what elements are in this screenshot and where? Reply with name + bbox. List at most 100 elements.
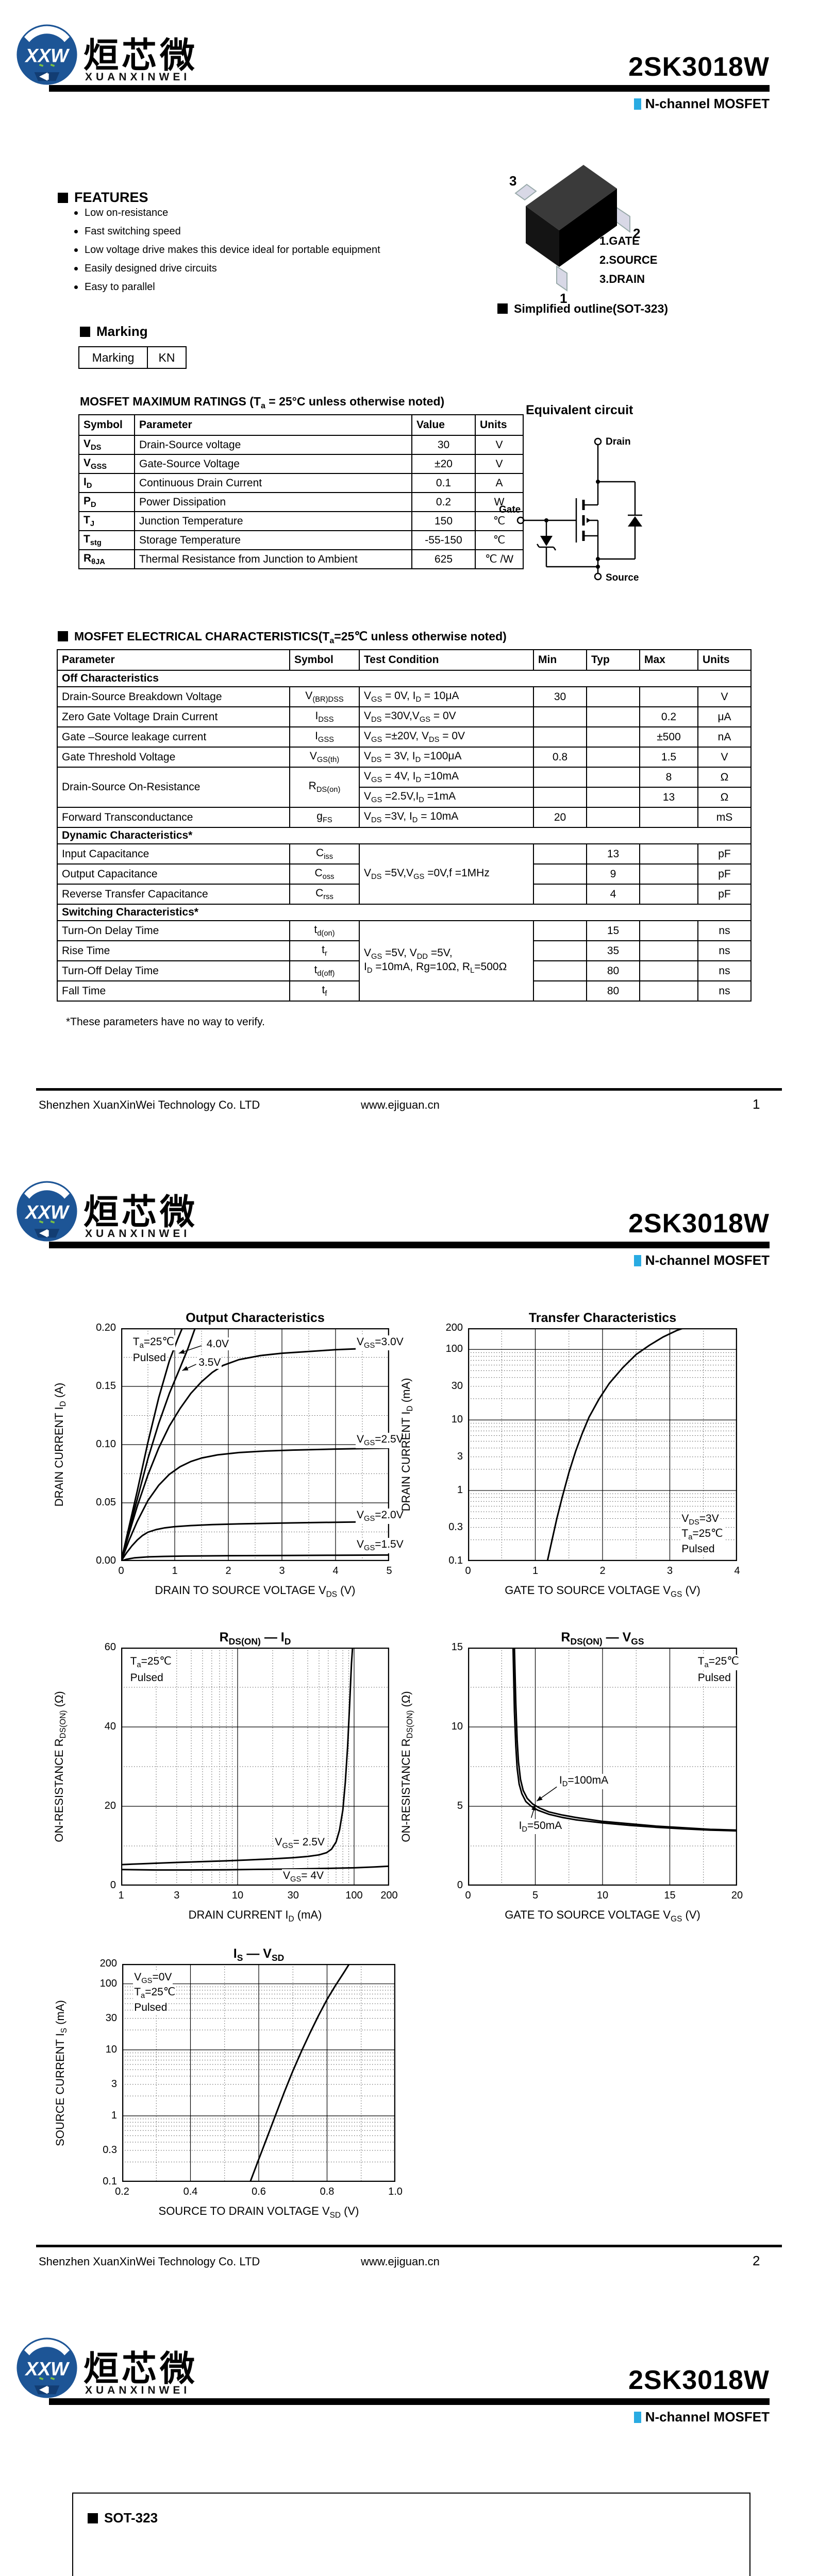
table-cell: td(off) <box>289 960 360 981</box>
table-cell: VDS =5V,VGS =0V,f =1MHz <box>359 843 534 905</box>
chart-title: Transfer Characteristics <box>528 1311 677 1325</box>
table-cell: Thermal Resistance from Junction to Ambi… <box>134 549 412 569</box>
x-axis-label: SOURCE TO DRAIN VOLTAGE VSD (V) <box>158 2205 359 2220</box>
x-tick-label: 1 <box>172 1565 178 1577</box>
x-tick-label: 100 <box>345 1890 363 1901</box>
y-tick-label: 10 <box>451 1414 463 1426</box>
y-axis-label: SOURCE CURRENT IS (mA) <box>53 1999 69 2146</box>
table-row: TJ Junction Temperature 150 ℃ <box>78 511 524 531</box>
brand-logo: XXW <box>16 24 77 85</box>
table-cell: A <box>475 473 524 493</box>
x-tick-label: 4 <box>734 1565 740 1577</box>
table-row: Drain-Source Breakdown Voltage V(BR)DSS VG… <box>57 686 752 707</box>
y-tick-label: 10 <box>105 2043 117 2055</box>
logo-diode-icon <box>39 72 49 81</box>
y-tick-label: 100 <box>99 1977 117 1989</box>
table-cell <box>586 807 640 828</box>
table-cell <box>533 884 587 905</box>
table-row: Zero Gate Voltage Drain Current IDSS VDS =… <box>57 706 752 727</box>
pin-legend-item: 1.GATE <box>599 234 640 247</box>
x-tick-label: 20 <box>731 1890 743 1901</box>
x-tick-label: 2 <box>599 1565 606 1577</box>
package-left-face <box>526 206 559 267</box>
marking-heading: Marking <box>80 324 148 340</box>
y-tick-label: 0.1 <box>103 2176 117 2187</box>
table-cell <box>586 787 640 808</box>
table-cell: Turn-Off Delay Time <box>57 960 290 981</box>
y-tick-label: 30 <box>451 1380 463 1392</box>
table-header-row: Symbol Parameter Value Units <box>78 414 524 436</box>
black-square-icon <box>88 2513 98 2523</box>
y-tick-label: 40 <box>104 1721 116 1732</box>
table-cell: Rise Time <box>57 940 290 961</box>
part-number: 2SK3018W <box>628 52 770 82</box>
y-tick-label: 3 <box>457 1450 463 1462</box>
chart-annotation: Ta=25℃ <box>696 1654 740 1670</box>
table-cell: td(on) <box>289 920 360 941</box>
x-tick-label: 200 <box>380 1890 398 1901</box>
chart-title: IS — VSD <box>233 1946 285 1963</box>
table-row: Turn-On Delay Time td(on) VGS =5V, VDD =5V… <box>57 920 752 1002</box>
accent-square-icon <box>633 2411 641 2423</box>
table-cell <box>639 960 698 981</box>
x-tick-label: 0 <box>465 1890 471 1901</box>
table-cell: V <box>475 435 524 455</box>
y-tick-label: 30 <box>105 2012 117 2024</box>
package-drawing: DBy312bpe1evⓂA BwⓂBEAHEQAA1cXLpθdetail X… <box>73 2494 747 2576</box>
chart-annotation: VGS=2.0V <box>356 1509 405 1524</box>
table-cell: Turn-On Delay Time <box>57 920 290 941</box>
table-cell <box>533 920 587 941</box>
table-cell: ℃ <box>475 530 524 550</box>
x-axis-label: DRAIN CURRENT ID (mA) <box>188 1908 322 1924</box>
table-cell: 0.1 <box>411 473 476 493</box>
device-type-label: N-channel MOSFET <box>645 1252 770 1268</box>
table-cell: TJ <box>78 511 135 531</box>
table-header-row: Parameter Symbol Test Condition Min Typ Max Un… <box>57 649 752 671</box>
elec-table: Parameter Symbol Test Condition Min Typ Max Un… <box>57 649 752 1002</box>
chart-canvas <box>468 1327 738 1562</box>
series-VGS-2.0V <box>120 1520 390 1562</box>
logo-initials: XXW <box>24 1202 70 1223</box>
chart-annotation: 4.0V <box>205 1337 230 1351</box>
x-tick-label: 3 <box>174 1890 180 1901</box>
column-header: Max <box>639 649 698 671</box>
x-tick-label: 10 <box>596 1890 609 1901</box>
package-top-face <box>526 165 617 230</box>
table-row: VGS =2.5V,ID =1mA 13 Ω <box>57 787 752 808</box>
x-axis-label: GATE TO SOURCE VOLTAGE VGS (V) <box>505 1584 700 1599</box>
table-cell: VGS =5V, VDD =5V, ID =10mA, Rg=10Ω, RL=50… <box>359 920 534 1002</box>
y-axis-label: ON-RESISTANCE RDS(ON) (Ω) <box>399 1691 415 1842</box>
equivalent-circuit-title: Equivalent circuit <box>526 403 633 417</box>
table-cell: V <box>697 747 752 768</box>
source-label: Source <box>606 572 639 583</box>
table-cell <box>533 863 587 885</box>
x-tick-label: 1.0 <box>388 2186 403 2197</box>
chart-is-vs-vsd: IS — VSD 0.2 0.4 0.6 0.8 1.0 200 100 30 10 3 1 0.3 0.… <box>54 1946 403 2219</box>
table-cell: 80 <box>586 960 640 981</box>
table-cell <box>533 980 587 1002</box>
marking-key: Marking <box>78 346 148 369</box>
x-tick-label: 0.2 <box>115 2186 129 2197</box>
pin1-number: 1 <box>560 291 567 306</box>
pin3-number: 3 <box>509 173 516 189</box>
table-cell: IGSS <box>289 726 360 748</box>
brand-name-chinese: 烜芯微 <box>84 1193 198 1232</box>
table-row: PD Power Dissipation 0.2 W <box>78 492 524 512</box>
table-cell <box>533 843 587 865</box>
y-tick-label: 1 <box>457 1484 463 1496</box>
y-tick-label: 0 <box>110 1879 116 1891</box>
section-label: Switching Characteristics* <box>57 904 752 921</box>
table-row: Marking KN <box>78 346 187 369</box>
equivalent-circuit-diagram: Drain Gate Source <box>499 436 642 583</box>
table-cell: Forward Transconductance <box>57 807 290 828</box>
table-cell: Drain-Source Breakdown Voltage <box>57 686 290 707</box>
logo-arc <box>24 26 70 42</box>
outline-caption-text: Simplified outline(SOT-323) <box>514 302 669 315</box>
y-tick-label: 3 <box>111 2078 117 2090</box>
package-3d-image: 3 2 1 <box>509 165 640 306</box>
black-square-icon <box>58 193 68 203</box>
brand-name-chinese: 烜芯微 <box>84 36 198 75</box>
chart-rdson-vs-id: RDS(ON) — ID 1 3 10 30 100 200 0 20 40 60 DRAIN CUR… <box>53 1630 398 1923</box>
table-row: Gate –Source leakage current IGSS VGS =±20… <box>57 726 752 748</box>
